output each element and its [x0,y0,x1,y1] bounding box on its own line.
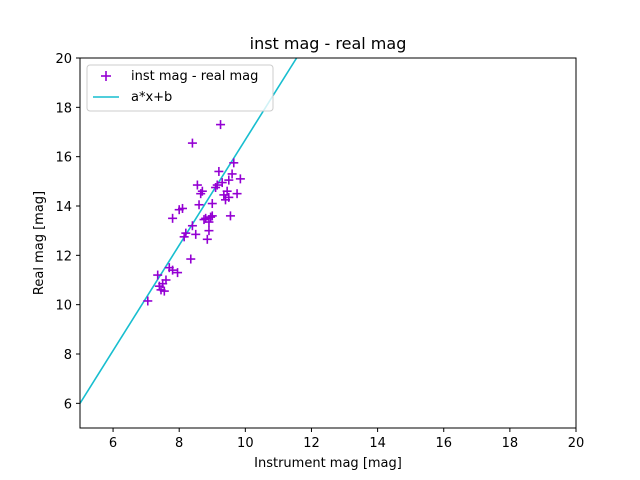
y-tick-label: 8 [64,348,72,363]
legend-marker-scatter [101,71,111,81]
y-tick-label: 18 [55,101,72,116]
data-point [207,211,217,221]
data-point [168,213,178,223]
x-tick-label: 14 [369,436,386,451]
x-tick-label: 12 [303,436,320,451]
data-point [186,254,196,264]
data-point [197,186,207,196]
y-tick-label: 10 [55,299,72,314]
data-point [212,180,222,190]
data-point [217,178,227,188]
data-point [187,138,197,148]
data-point [173,268,183,278]
chart-title: inst mag - real mag [250,34,407,53]
x-tick-label: 20 [568,436,585,451]
data-point [168,265,178,275]
x-tick-label: 18 [502,436,519,451]
y-tick-label: 6 [64,397,72,412]
data-point [191,229,201,239]
x-tick-label: 6 [109,436,117,451]
y-tick-label: 12 [55,249,72,264]
legend-label-line: a*x+b [131,90,172,105]
data-point [235,174,245,184]
plot-frame [79,57,577,429]
data-point [232,189,242,199]
data-point [199,215,209,225]
data-point [216,120,226,130]
data-point [229,158,239,168]
x-tick-label: 8 [175,436,183,451]
data-point [225,211,235,221]
data-point [206,212,216,222]
data-point [153,270,163,280]
x-tick-label: 10 [237,436,254,451]
data-point [227,169,237,179]
data-point [143,296,153,306]
data-point [194,200,204,210]
x-tick-label: 16 [435,436,452,451]
plot-area [80,58,576,428]
fit-line [80,58,298,404]
data-point [202,234,212,244]
data-point [214,166,224,176]
data-point [224,175,234,185]
data-point [224,192,234,202]
data-point [204,226,214,236]
data-point [159,286,169,296]
data-point [178,203,188,213]
legend: inst mag - real mag a*x+b [86,64,274,112]
legend-box [86,64,274,112]
x-axis-label: Instrument mag [mag] [254,456,402,471]
legend-label-scatter: inst mag - real mag [131,69,258,84]
data-point [187,221,197,231]
series-layer [80,58,298,404]
data-point [207,199,217,209]
data-point [181,228,191,238]
data-point [192,180,202,190]
y-tick-label: 14 [55,200,72,215]
data-point [204,217,214,227]
y-axis-label: Real mag [mag] [32,191,47,295]
ticks-layer: 6 8 10 12 14 16 18 20 6 8 10 12 14 16 18 20 [55,52,584,451]
data-point [222,186,232,196]
y-tick-label: 20 [55,52,72,67]
y-tick-label: 16 [55,151,72,166]
data-point [161,275,171,285]
